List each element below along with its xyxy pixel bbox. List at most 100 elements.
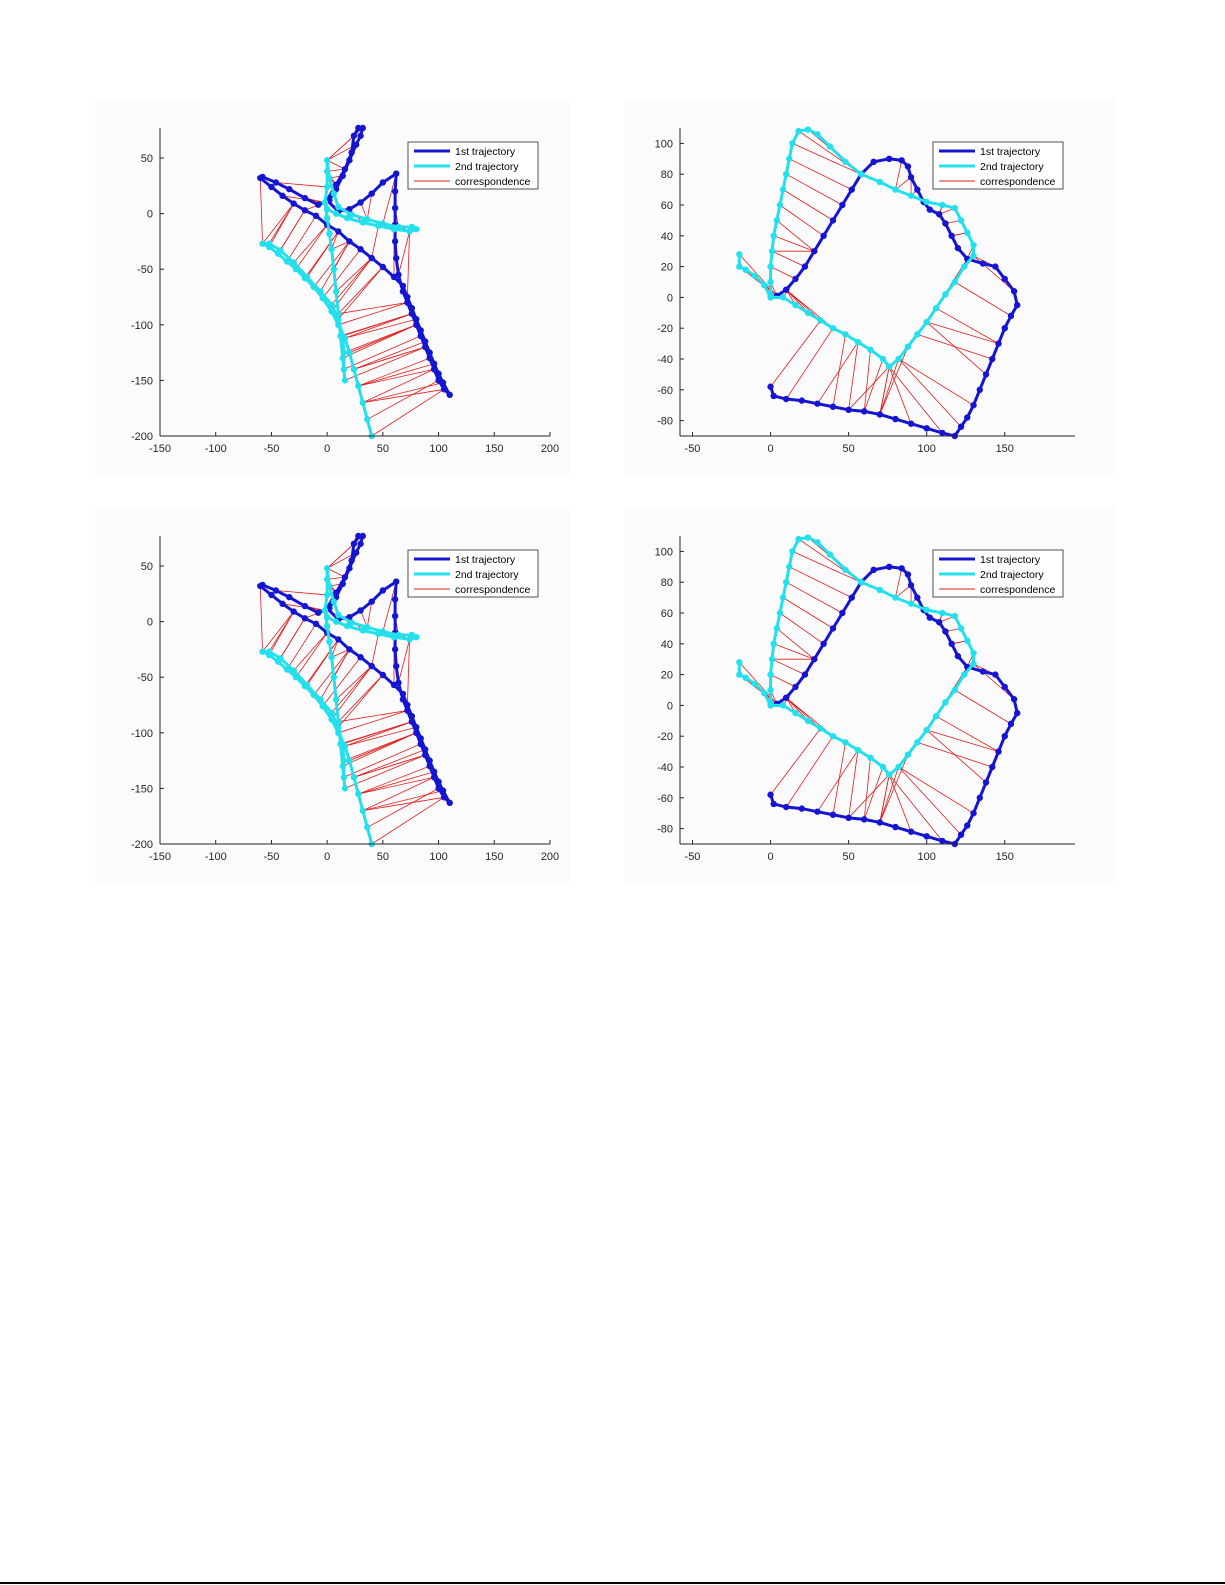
- second-trajectory-point: [960, 263, 968, 270]
- first-trajectory-point: [391, 188, 399, 195]
- axes: -50 0 50 100 150 100 80 60 40 20 0 -20 -40 -60 -80: [655, 536, 1075, 863]
- first-trajectory-point: [399, 282, 407, 290]
- first-trajectory-point: [886, 563, 893, 570]
- y-tick-label: 80: [661, 577, 673, 589]
- correspondence-line: [863, 358, 884, 412]
- first-trajectory-point: [312, 620, 320, 628]
- first-trajectory-point: [393, 662, 400, 670]
- second-trajectory-point: [964, 229, 971, 236]
- first-trajectory-point: [820, 640, 827, 647]
- x-tick-label: -150: [149, 851, 171, 863]
- second-trajectory-point: [886, 771, 893, 778]
- correspondence-line: [331, 665, 373, 714]
- second-trajectory-point: [341, 785, 349, 792]
- correspondence-line: [895, 160, 903, 190]
- second-trajectory-point: [892, 594, 899, 601]
- correspondence-line: [926, 321, 987, 375]
- second-trajectory-point: [332, 618, 340, 625]
- first-trajectory-point: [399, 288, 407, 295]
- first-trajectory-point: [426, 757, 433, 764]
- correspondence-line: [262, 611, 295, 652]
- second-trajectory-point: [326, 582, 333, 590]
- correspondence-line: [337, 674, 384, 722]
- second-trajectory-point: [323, 576, 331, 583]
- first-trajectory-point: [811, 248, 818, 255]
- correspondence-line: [888, 366, 912, 424]
- correspondence-line: [337, 266, 384, 314]
- axes: -150 -100 -50 0 50 100 150 200500-50-100-150-20…: [131, 536, 559, 863]
- first-trajectory-point: [923, 425, 930, 432]
- first-trajectory-point: [355, 532, 362, 540]
- second-trajectory-point: [330, 674, 338, 681]
- second-trajectory-point: [375, 630, 382, 638]
- correspondence-line: [782, 189, 834, 221]
- second-trajectory-point: [290, 667, 297, 674]
- correspondence-line: [353, 754, 426, 778]
- first-trajectory-group: [767, 563, 1021, 848]
- first-trajectory-point: [948, 232, 955, 239]
- first-trajectory-point: [408, 718, 416, 725]
- x-tick-label: 50: [842, 443, 854, 455]
- correspondence-line: [306, 231, 339, 278]
- correspondence-line: [771, 250, 806, 267]
- first-trajectory-point: [399, 690, 407, 698]
- correspondence-line: [770, 674, 796, 688]
- first-trajectory-point: [935, 619, 943, 626]
- first-trajectory-point: [290, 200, 297, 207]
- second-trajectory-point: [736, 251, 743, 258]
- first-trajectory-point: [368, 598, 375, 605]
- correspondence-line: [863, 349, 871, 412]
- second-trajectory-point: [770, 640, 777, 647]
- correspondence-line: [353, 346, 426, 370]
- x-tick-label: -100: [205, 851, 227, 863]
- correspondence-line: [888, 774, 943, 842]
- second-trajectory-point: [413, 633, 420, 641]
- correspondence-line: [362, 382, 444, 404]
- chart-panel-bottom-left: -150 -100 -50 0 50 100 150 200 50 0 -50 -100 -150 -20…: [95, 508, 570, 883]
- first-trajectory-point: [430, 360, 438, 367]
- second-trajectory-point: [317, 288, 324, 295]
- second-trajectory-point: [328, 308, 335, 315]
- correspondence-line: [358, 771, 435, 795]
- second-trajectory-point: [355, 382, 362, 390]
- second-trajectory-point: [326, 174, 333, 182]
- first-trajectory-point: [430, 366, 438, 373]
- first-trajectory-point: [315, 201, 322, 208]
- first-trajectory-point: [435, 370, 442, 377]
- second-trajectory-point: [776, 609, 784, 617]
- second-trajectory-point: [795, 535, 802, 543]
- second-trajectory-point: [770, 232, 777, 239]
- first-trajectory-point: [379, 587, 387, 594]
- correspondence-line: [879, 358, 899, 415]
- second-trajectory-group: [736, 534, 977, 778]
- y-tick-label: 60: [661, 200, 673, 212]
- second-trajectory-point: [951, 204, 958, 212]
- first-trajectory-point: [391, 238, 399, 245]
- x-tick-label: -50: [263, 443, 279, 455]
- second-trajectory-point: [907, 600, 915, 607]
- second-trajectory-point: [335, 310, 342, 317]
- first-trajectory-point: [904, 571, 912, 578]
- second-trajectory-point: [364, 416, 371, 423]
- first-trajectory-point: [368, 254, 375, 262]
- correspondence-line: [898, 766, 974, 814]
- first-trajectory-point: [391, 612, 399, 620]
- first-trajectory-point: [272, 179, 280, 186]
- second-trajectory-point: [326, 638, 333, 645]
- x-tick-label: 0: [324, 851, 330, 863]
- correspondence-line: [362, 790, 444, 812]
- correspondence-line: [898, 358, 974, 406]
- second-trajectory-point: [939, 201, 946, 209]
- second-trajectory-point: [337, 332, 344, 340]
- correspondence-line: [358, 765, 430, 795]
- first-trajectory-point: [942, 220, 949, 227]
- second-trajectory-point: [330, 598, 338, 605]
- correspondence-line: [785, 327, 834, 400]
- first-trajectory-point: [357, 607, 364, 614]
- chart-panel-bottom-right: -50 0 50 100 150 100 80 60 40 20 0 -20 -40 -60 -80 1st …: [625, 508, 1115, 883]
- second-trajectory-point: [335, 729, 342, 737]
- correspondence-line: [770, 266, 796, 280]
- first-trajectory-point: [259, 581, 266, 589]
- second-trajectory-point: [259, 240, 266, 247]
- second-trajectory-point: [773, 217, 780, 224]
